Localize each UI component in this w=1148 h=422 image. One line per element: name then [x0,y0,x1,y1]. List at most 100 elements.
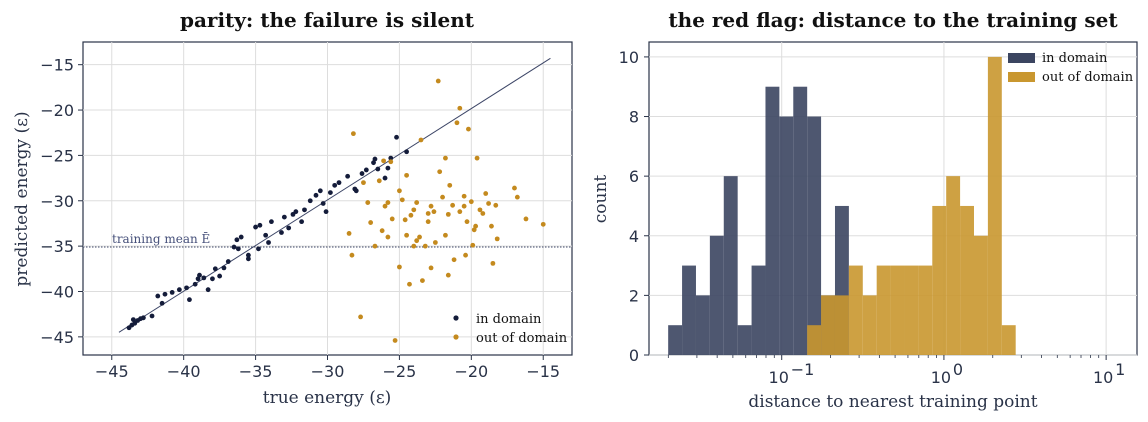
legend-label-in-domain: in domain [476,312,542,327]
scatter-point-in-domain [353,188,359,194]
scatter-point-out-of-domain [461,193,467,199]
scatter-point-out-of-domain [389,216,395,222]
histogram-bar-out-of-domain [918,265,933,355]
scatter-point-out-of-domain [399,197,405,203]
scatter-point-in-domain [253,224,258,230]
histogram-bar-out-of-domain [807,325,822,355]
scatter-y-tick-label: −45 [40,328,74,347]
histogram-y-tick-label: 4 [629,227,639,246]
scatter-point-in-domain [231,244,237,250]
scatter-point-out-of-domain [435,78,441,84]
scatter-point-out-of-domain [411,243,417,249]
scatter-point-in-domain [195,276,201,282]
scatter-point-in-domain [141,315,146,321]
scatter-point-in-domain [293,209,299,215]
scatter-point-out-of-domain [431,209,437,215]
scatter-ticks: −45 −40 −35 −30 −25 −20 −15 −45 −40 −35 −30 −25 −20 −… [40,56,560,381]
parity-diagonal-line [118,57,551,333]
scatter-point-in-domain [302,207,307,213]
scatter-point-out-of-domain [385,200,391,205]
scatter-point-in-domain [162,291,168,297]
scatter-point-out-of-domain [471,227,477,233]
scatter-point-out-of-domain [457,209,463,215]
histogram-bar-in-domain [807,116,822,356]
scatter-point-out-of-domain [443,155,448,161]
histogram-y-axis-label: count [591,175,611,224]
histogram-bar-out-of-domain [821,295,835,355]
histogram-bars [668,56,1016,356]
scatter-y-tick-label: −20 [40,101,74,120]
scatter-point-in-domain [210,276,215,282]
scatter-x-tick-label: −40 [167,362,201,381]
scatter-point-out-of-domain [489,223,494,229]
scatter-point-out-of-domain [349,252,355,258]
histogram-y-tick-label: 8 [629,108,639,127]
scatter-point-out-of-domain [418,137,424,143]
scatter-x-axis-label: true energy (ε) [263,388,392,408]
scatter-point-out-of-domain [350,131,356,137]
legend-label-out-of-domain: out of domain [476,331,568,346]
scatter-point-out-of-domain [483,191,489,196]
scatter-point-out-of-domain [422,243,428,249]
scatter-point-out-of-domain [372,243,378,249]
scatter-gridlines [83,42,572,355]
scatter-point-in-domain [245,252,251,258]
histogram-bar-out-of-domain [862,295,877,355]
histogram-legend: in domain out of domain [1008,51,1134,85]
scatter-point-in-domain [217,273,223,279]
scatter-point-out-of-domain [540,221,546,227]
distance-histogram-chart: the red flag: distance to the training s… [591,8,1138,412]
scatter-point-out-of-domain [523,216,529,222]
histogram-bar-in-domain [751,265,766,355]
scatter-point-out-of-domain [385,234,391,240]
scatter-point-in-domain [225,259,231,264]
scatter-point-in-domain [155,293,161,299]
histogram-bar-out-of-domain [848,265,863,355]
scatter-point-out-of-domain [404,232,410,238]
scatter-point-in-domain [320,201,326,206]
scatter-point-in-domain [375,166,381,172]
scatter-point-in-domain [363,167,369,173]
scatter-point-in-domain [238,234,244,240]
scatter-point-in-domain [336,180,342,186]
histogram-x-tick-exponent: −1 [791,360,815,379]
scatter-point-out-of-domain [445,211,451,217]
histogram-y-tick-label: 2 [629,286,639,305]
histogram-bar-out-of-domain [932,205,947,355]
scatter-point-out-of-domain [457,105,463,111]
scatter-point-in-domain [201,275,207,281]
scatter-point-out-of-domain [432,240,438,245]
scatter-point-out-of-domain [512,185,517,191]
scatter-point-out-of-domain [477,207,483,213]
scatter-point-out-of-domain [473,223,479,229]
scatter-point-out-of-domain [474,155,480,161]
scatter-point-in-domain [372,156,378,162]
scatter-point-in-domain [371,160,376,166]
scatter-point-out-of-domain [463,252,468,258]
histogram-bar-out-of-domain [876,265,891,355]
scatter-point-out-of-domain [428,265,434,271]
scatter-point-out-of-domain [425,211,431,216]
histogram-bar-in-domain [668,325,683,355]
legend-swatch-out-of-domain [1008,72,1035,82]
histogram-x-tick-label: 10 [1093,368,1113,387]
histogram-bar-out-of-domain [987,56,1002,356]
scatter-point-out-of-domain [514,194,520,200]
scatter-y-axis-label: predicted energy (ε) [12,111,32,286]
scatter-point-in-domain [263,232,269,238]
scatter-point-in-domain [279,230,284,235]
scatter-point-in-domain [345,173,351,179]
scatter-point-out-of-domain [381,158,386,164]
scatter-point-out-of-domain [358,314,363,320]
scatter-point-out-of-domain [447,182,453,188]
training-mean-annotation: training mean Ē [112,231,210,246]
scatter-point-in-domain [281,214,287,220]
scatter-point-in-domain [317,188,323,194]
legend-marker-in-domain [453,315,459,321]
scatter-point-out-of-domain [417,234,422,240]
histogram-y-tick-label: 6 [629,167,639,186]
scatter-point-out-of-domain [437,169,443,175]
scatter-point-out-of-domain [408,212,414,218]
scatter-point-in-domain [197,272,202,278]
